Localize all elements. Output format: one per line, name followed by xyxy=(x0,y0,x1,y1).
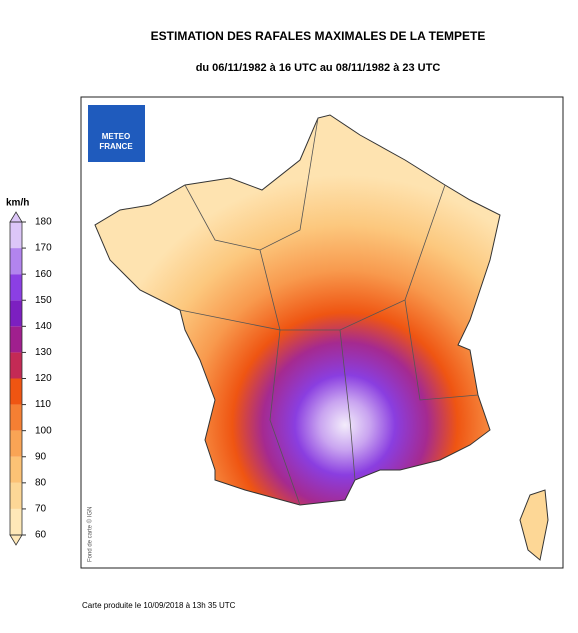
colorbar-label: 110 xyxy=(35,399,51,410)
colorbar-band xyxy=(10,508,22,535)
colorbar-label: 70 xyxy=(35,504,47,515)
colorbar-band xyxy=(10,274,22,301)
colorbar-band xyxy=(10,404,22,431)
legend-unit: km/h xyxy=(6,198,29,209)
title: ESTIMATION DES RAFALES MAXIMALES DE LA T… xyxy=(151,29,486,43)
colorbar-band xyxy=(10,300,22,327)
colorbar-label: 170 xyxy=(35,243,52,254)
subtitle: du 06/11/1982 à 16 UTC au 08/11/1982 à 2… xyxy=(196,62,441,74)
colorbar-label: 100 xyxy=(35,425,52,436)
colorbar-label: 160 xyxy=(35,269,52,280)
colorbar-label: 60 xyxy=(35,530,47,541)
colorbar-arrow xyxy=(9,534,23,546)
colorbar-band xyxy=(10,326,22,353)
colorbar-label: 120 xyxy=(35,373,52,384)
colorbar-band xyxy=(10,378,22,405)
logo-text: METEO xyxy=(102,132,130,141)
colorbar-band xyxy=(10,482,22,509)
logo-text: FRANCE xyxy=(99,142,133,151)
corsica xyxy=(519,489,549,561)
colorbar: 60 70 80 90 100 110 120 130 140 150 160 170 180 xyxy=(9,211,52,546)
colorbar-label: 80 xyxy=(35,477,47,488)
colorbar-band xyxy=(10,222,22,249)
france-map xyxy=(94,114,501,506)
region-borders xyxy=(179,117,479,506)
colorbar-label: 150 xyxy=(35,295,52,306)
logo xyxy=(88,105,145,162)
colorbar-arrow xyxy=(9,211,23,223)
colorbar-label: 180 xyxy=(35,217,52,228)
map-credit: Fond de carte © IGN xyxy=(87,507,94,562)
colorbar-band xyxy=(10,430,22,457)
colorbar-label: 90 xyxy=(35,451,47,462)
colorbar-label: 130 xyxy=(35,347,52,358)
colorbar-band xyxy=(10,248,22,275)
colorbar-label: 140 xyxy=(35,321,52,332)
footer: Carte produite le 10/09/2018 à 13h 35 UT… xyxy=(82,601,236,610)
colorbar-band xyxy=(10,456,22,483)
colorbar-band xyxy=(10,352,22,379)
